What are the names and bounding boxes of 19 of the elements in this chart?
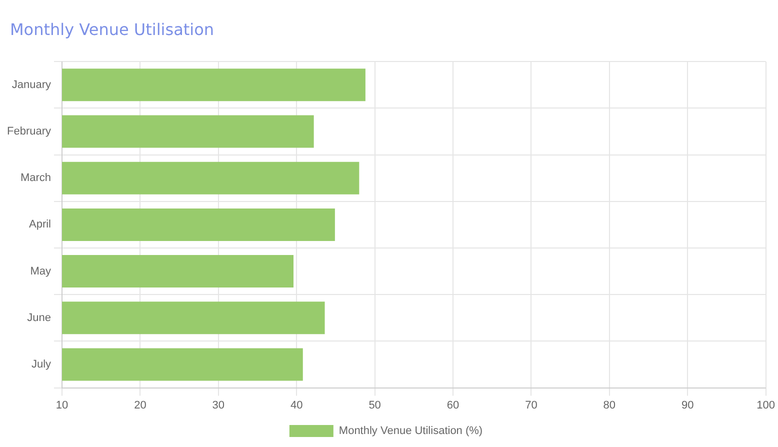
x-tick-label: 90 (682, 399, 694, 412)
x-tick-label: 40 (290, 399, 303, 412)
chart-title: Monthly Venue Utilisation (10, 20, 214, 39)
x-tick-label: 50 (368, 399, 381, 412)
y-tick-label: June (27, 312, 52, 324)
y-tick-label: April (29, 218, 52, 231)
x-tick-label: 30 (212, 399, 225, 412)
legend-label: Monthly Venue Utilisation (%) (338, 425, 483, 438)
y-tick-label: February (6, 126, 52, 138)
x-tick-label: 70 (525, 399, 538, 412)
x-tick-label: 10 (56, 399, 68, 412)
y-tick-label: July (31, 358, 52, 371)
y-tick-label: January (12, 78, 52, 91)
x-tick-label: 60 (446, 399, 460, 412)
x-tick-label: 20 (134, 399, 146, 412)
x-tick-label: 80 (603, 399, 616, 412)
y-tick-label: May (30, 265, 52, 278)
x-tick-label: 100 (756, 399, 776, 412)
y-tick-label: March (20, 172, 52, 184)
